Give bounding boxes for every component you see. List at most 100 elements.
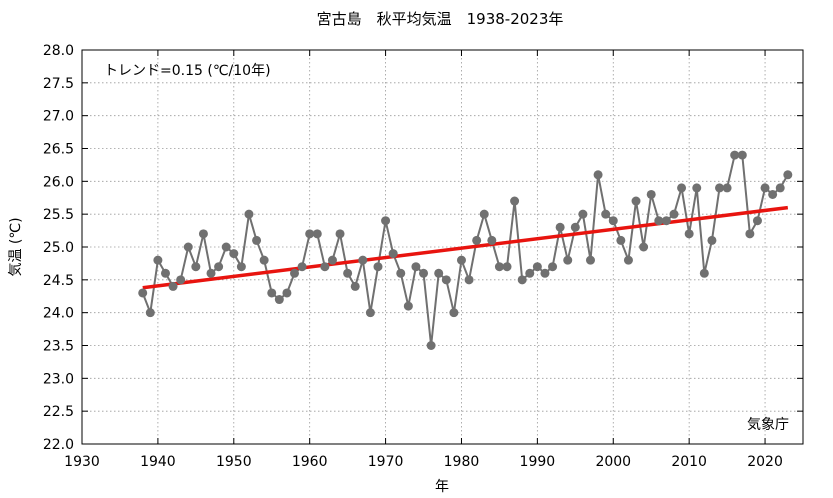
data-point [358,256,367,265]
data-point [609,216,618,225]
data-point [586,256,595,265]
data-point [260,256,269,265]
data-point [480,210,489,219]
data-point [533,262,542,271]
data-point [571,223,580,232]
data-point [745,229,754,238]
y-tick-label: 23.0 [43,371,74,387]
data-point [161,269,170,278]
data-point [267,288,276,297]
data-point [282,288,291,297]
data-point [563,256,572,265]
data-point [700,269,709,278]
data-point [320,262,329,271]
x-tick-label: 2010 [671,454,707,470]
data-point [229,249,238,258]
y-tick-label: 26.0 [43,174,74,190]
x-tick-label: 1990 [520,454,556,470]
data-point [169,282,178,291]
data-point [381,216,390,225]
data-point [419,269,428,278]
data-point [540,269,549,278]
data-point [525,269,534,278]
data-point [510,197,519,206]
data-point [313,229,322,238]
data-point [244,210,253,219]
data-point [594,170,603,179]
y-tick-label: 24.5 [43,273,74,289]
x-tick-label: 1980 [444,454,480,470]
data-point [783,170,792,179]
data-point [632,197,641,206]
data-point [548,262,557,271]
y-tick-label: 22.0 [43,437,74,453]
trend-line [143,208,788,288]
x-tick-label: 2020 [747,454,783,470]
data-point [601,210,610,219]
data-point [707,236,716,245]
chart: 宮古島 秋平均気温 1938-2023年 22.022.523.023.524.… [0,0,833,498]
data-point [184,243,193,252]
x-tick-label: 2000 [595,454,631,470]
trend-annotation: トレンド=0.15 (℃/10年) [104,63,271,79]
data-point [472,236,481,245]
data-point [138,288,147,297]
data-point [669,210,678,219]
data-point [761,183,770,192]
data-point [616,236,625,245]
x-axis-label: 年 [435,479,449,495]
y-tick-label: 27.0 [43,109,74,125]
data-point [191,262,200,271]
data-point [753,216,762,225]
chart-title: 宮古島 秋平均気温 1938-2023年 [317,10,564,28]
data-point [457,256,466,265]
y-tick-label: 27.5 [43,76,74,92]
x-tick-label: 1950 [216,454,252,470]
y-axis-label: 気温 (℃) [8,217,24,276]
data-point [252,236,261,245]
x-tick-label: 1960 [292,454,328,470]
data-point [343,269,352,278]
data-point [442,275,451,284]
x-axis-ticks: 1930 1940 1950 1960 1970 1980 1990 2000 2010 2020 [64,50,783,470]
data-point [290,269,299,278]
data-point [146,308,155,317]
data-point [427,341,436,350]
x-tick-label: 1940 [140,454,176,470]
data-point [396,269,405,278]
data-point [153,256,162,265]
data-point [662,216,671,225]
data-point [677,183,686,192]
data-point [556,223,565,232]
data-point [389,249,398,258]
x-tick-label: 1970 [368,454,404,470]
data-point [176,275,185,284]
data-point [199,229,208,238]
y-tick-label: 22.5 [43,404,74,420]
data-point [692,183,701,192]
data-point [336,229,345,238]
temperature-line [143,155,788,345]
y-tick-label: 26.5 [43,142,74,158]
data-point [685,229,694,238]
data-point [275,295,284,304]
y-tick-label: 25.5 [43,207,74,223]
data-point [487,236,496,245]
data-point [411,262,420,271]
data-point [465,275,474,284]
data-point [768,190,777,199]
data-point [624,256,633,265]
data-point [207,269,216,278]
y-tick-label: 24.0 [43,306,74,322]
data-point [647,190,656,199]
data-point [351,282,360,291]
data-point [434,269,443,278]
data-point [404,302,413,311]
data-point [518,275,527,284]
series-layer [138,151,792,350]
data-point [366,308,375,317]
x-tick-label: 1930 [64,454,100,470]
data-point [503,262,512,271]
y-tick-label: 28.0 [43,43,74,59]
data-point [298,262,307,271]
